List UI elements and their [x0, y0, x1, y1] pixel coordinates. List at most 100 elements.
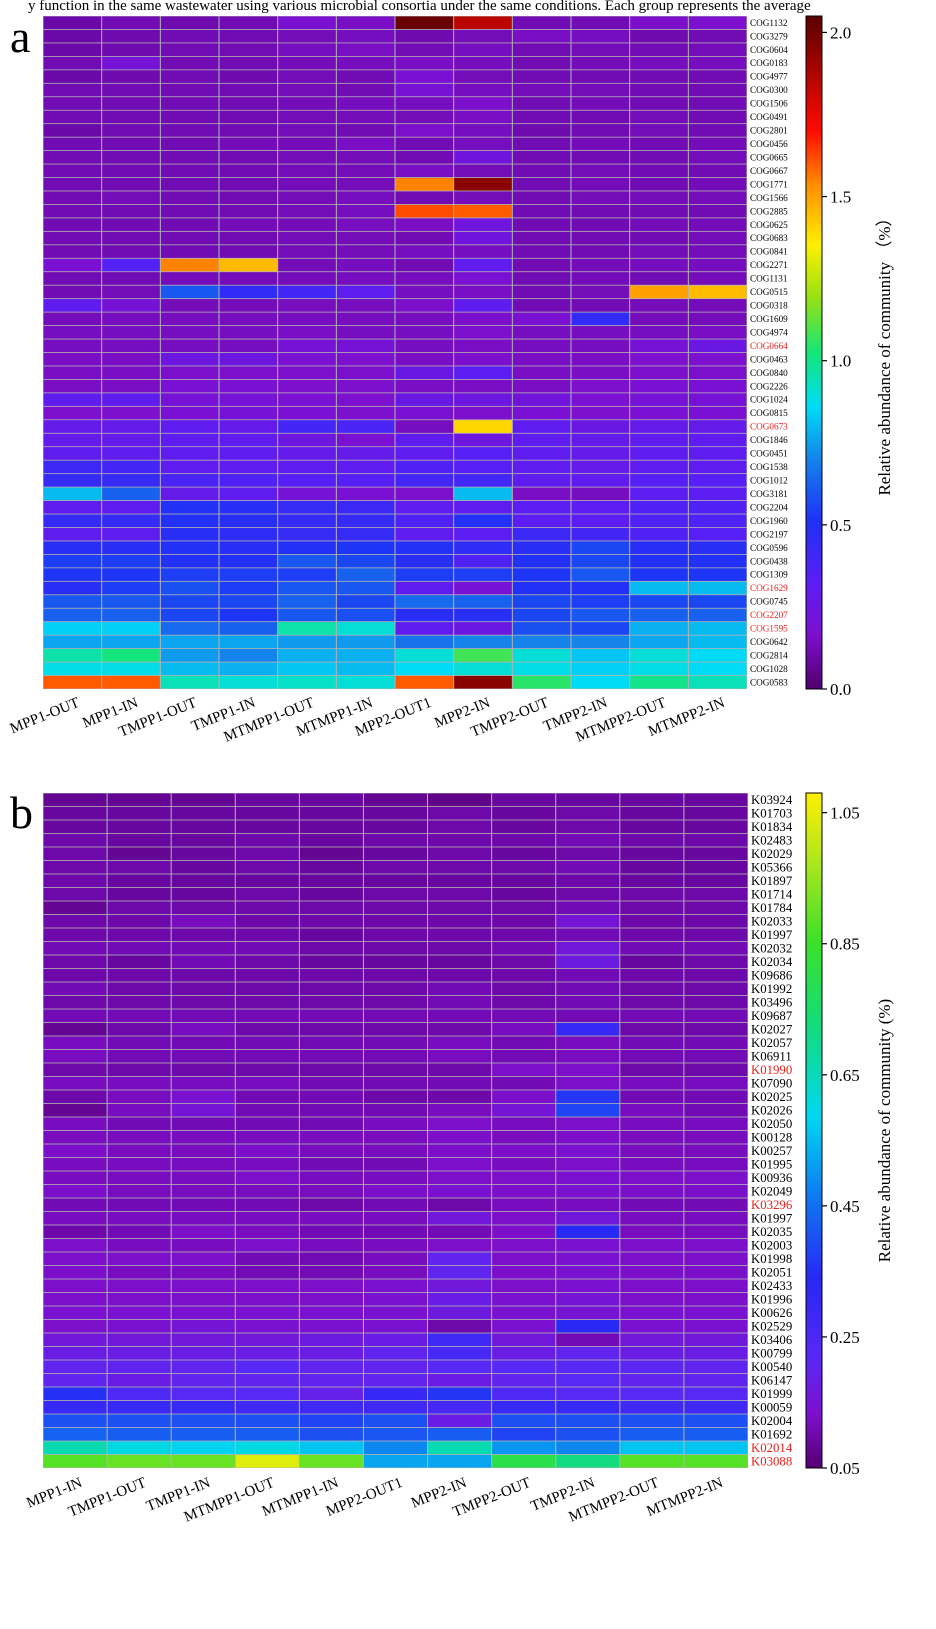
- heatmap-cell: [171, 1184, 235, 1198]
- heatmap-cell: [492, 1022, 556, 1036]
- heatmap-cell: [43, 16, 102, 30]
- heatmap-cell: [278, 258, 336, 272]
- heatmap-cell: [160, 366, 219, 380]
- heatmap-cell: [102, 595, 160, 608]
- heatmap-cell: [363, 1022, 428, 1036]
- heatmap-cell: [571, 299, 630, 312]
- heatmap-cell: [512, 635, 571, 649]
- heatmap-cell: [512, 649, 571, 662]
- heatmap-cell: [492, 1211, 556, 1225]
- heatmap-cell: [102, 245, 160, 258]
- row-label: COG0664: [750, 341, 788, 351]
- heatmap-cell: [620, 1157, 684, 1171]
- heatmap-cell: [571, 595, 630, 608]
- heatmap-cell: [336, 622, 395, 635]
- heatmap-cell: [336, 527, 395, 541]
- row-label: COG0673: [750, 422, 788, 432]
- heatmap-cell: [43, 1225, 107, 1239]
- heatmap-cell: [107, 1360, 171, 1374]
- heatmap-cell: [620, 1036, 684, 1050]
- row-label: COG0815: [750, 408, 788, 418]
- heatmap-cell: [43, 1387, 107, 1401]
- heatmap-cell: [171, 982, 235, 996]
- heatmap-cell: [428, 968, 492, 982]
- heatmap-cell: [160, 204, 219, 218]
- heatmap-cell: [620, 1319, 684, 1333]
- row-label: K02027: [751, 1023, 793, 1037]
- heatmap-cell: [492, 1171, 556, 1185]
- heatmap-cell: [278, 339, 336, 353]
- colorbar-label: Relative abundance of community (%): [875, 999, 894, 1262]
- heatmap-cell: [684, 1090, 748, 1104]
- heatmap-cell: [428, 982, 492, 996]
- heatmap-cell: [556, 1198, 620, 1212]
- heatmap-cell: [571, 474, 630, 487]
- heatmap-cell: [492, 860, 556, 874]
- heatmap-cell: [171, 1103, 235, 1117]
- heatmap-cell: [620, 1198, 684, 1212]
- heatmap-cell: [107, 874, 171, 888]
- heatmap-cell: [43, 393, 102, 406]
- heatmap-cell: [160, 595, 219, 608]
- heatmap-cell: [102, 500, 160, 514]
- heatmap-cell: [43, 1103, 107, 1117]
- heatmap-cell: [684, 1009, 748, 1023]
- heatmap-cell: [428, 1211, 492, 1225]
- row-label: COG1960: [750, 516, 788, 526]
- heatmap-cell: [299, 1144, 363, 1158]
- heatmap-cell: [512, 43, 571, 56]
- heatmap-cell: [160, 191, 219, 205]
- heatmap-cell: [43, 1144, 107, 1158]
- heatmap-cell: [299, 914, 363, 928]
- heatmap-cell: [107, 941, 171, 955]
- heatmap-cell: [620, 1130, 684, 1144]
- heatmap-cell: [688, 151, 747, 164]
- heatmap-cell: [278, 16, 336, 30]
- heatmap-cell: [278, 218, 336, 231]
- heatmap-cell: [43, 272, 102, 285]
- row-label: K00059: [751, 1401, 792, 1415]
- heatmap-cell: [556, 1454, 620, 1468]
- heatmap-cell: [43, 995, 107, 1009]
- heatmap-cell: [620, 1400, 684, 1414]
- heatmap-cell: [620, 901, 684, 915]
- heatmap-cell: [219, 662, 278, 676]
- heatmap-cell: [160, 177, 219, 191]
- heatmap-cell: [299, 1225, 363, 1239]
- heatmap-cell: [43, 1238, 107, 1252]
- heatmap-cell: [428, 874, 492, 888]
- heatmap-cell: [454, 420, 512, 433]
- heatmap-cell: [428, 1252, 492, 1266]
- heatmap-cell: [336, 285, 395, 299]
- heatmap-cell: [107, 1427, 171, 1441]
- heatmap-cell: [171, 1022, 235, 1036]
- heatmap-cell: [630, 433, 688, 447]
- heatmap-cell: [219, 581, 278, 595]
- heatmap-cell: [235, 901, 299, 915]
- heatmap-cell: [395, 393, 454, 406]
- heatmap-cell: [235, 1157, 299, 1171]
- heatmap-cell: [363, 1400, 428, 1414]
- heatmap-cell: [171, 1117, 235, 1131]
- heatmap-cell: [43, 352, 102, 366]
- row-label: K01998: [751, 1252, 792, 1266]
- heatmap-cell: [395, 541, 454, 554]
- heatmap-cell: [43, 1360, 107, 1374]
- heatmap-cell: [571, 406, 630, 420]
- heatmap-cell: [160, 16, 219, 30]
- heatmap-cell: [336, 554, 395, 568]
- heatmap-cell: [688, 97, 747, 110]
- heatmap-cell: [454, 460, 512, 474]
- heatmap-cell: [492, 1009, 556, 1023]
- heatmap-cell: [684, 941, 748, 955]
- heatmap-cell: [512, 352, 571, 366]
- heatmap-cell: [171, 1049, 235, 1063]
- heatmap-cell: [107, 995, 171, 1009]
- heatmap-cell: [454, 83, 512, 97]
- heatmap-cell: [492, 1292, 556, 1306]
- heatmap-cell: [556, 1049, 620, 1063]
- heatmap-cell: [454, 164, 512, 178]
- heatmap-cell: [556, 901, 620, 915]
- heatmap-cell: [43, 595, 102, 608]
- heatmap-cell: [107, 1063, 171, 1077]
